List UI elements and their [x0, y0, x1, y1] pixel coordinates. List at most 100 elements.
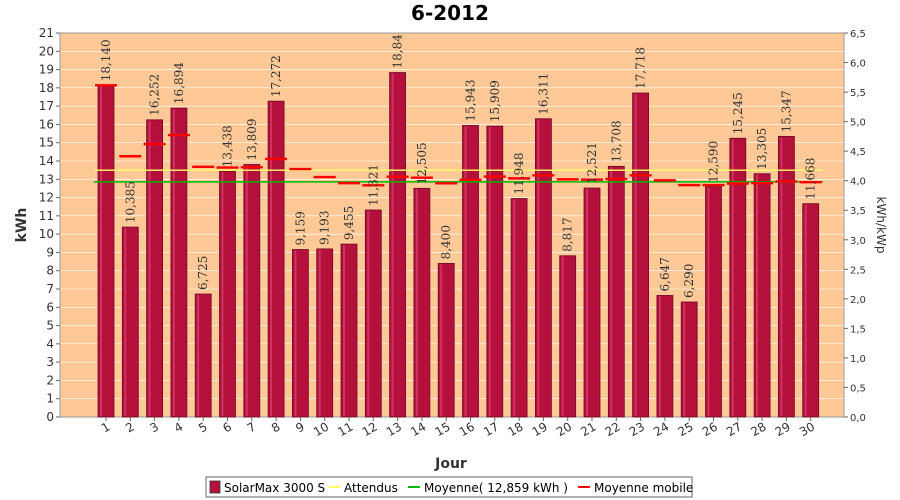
- x-tick-label: 8: [269, 419, 283, 435]
- y2-tick-label: 3,0: [850, 236, 866, 247]
- right-axis: 0,0 0,5 1,0 1,5 2,0 2,5 3,0 3,5 4,0 4,5 5,0 5,5 6,0 6…: [844, 29, 866, 424]
- x-tick-label: 13: [384, 419, 404, 439]
- legend-box: [205, 476, 693, 498]
- x-tick-label: 16: [457, 419, 477, 439]
- y-tick-label: 12: [39, 191, 54, 205]
- bar-highlight: [415, 189, 418, 416]
- x-tick-label: 27: [724, 419, 744, 439]
- bar-highlight: [391, 73, 394, 417]
- x-tick-label: 15: [432, 419, 452, 439]
- bar-highlight: [294, 250, 297, 416]
- y2-tick-label: 2,5: [850, 265, 866, 276]
- legend-label: Attendus: [344, 481, 398, 495]
- value-label: 6,725: [196, 256, 210, 290]
- y2-tick-label: 1,0: [850, 354, 866, 365]
- y-tick-label: 0: [46, 410, 54, 424]
- value-label: 16,252: [148, 74, 162, 116]
- bar-highlight: [172, 109, 175, 416]
- legend-swatch: [209, 480, 221, 494]
- value-label: 12,590: [707, 141, 721, 183]
- y2-tick-label: 4,0: [850, 177, 866, 188]
- value-label: 15,245: [731, 92, 745, 134]
- x-tick-label: 4: [172, 419, 186, 435]
- value-label: 13,708: [609, 120, 623, 162]
- bar-highlight: [343, 245, 345, 416]
- y2-tick-label: 0,0: [850, 413, 866, 424]
- bar-highlight: [634, 94, 637, 416]
- bar-highlight: [270, 102, 273, 417]
- bar-highlight: [221, 172, 224, 416]
- y-tick-label: 5: [46, 319, 54, 333]
- y2-tick-label: 5,5: [850, 88, 866, 99]
- value-label: 12,521: [585, 142, 599, 184]
- bar-highlight: [780, 137, 783, 416]
- value-label: 11,321: [366, 164, 380, 206]
- x-tick-label: 25: [675, 419, 695, 439]
- x-tick-label: 12: [360, 419, 380, 439]
- x-tick-label: 14: [408, 419, 428, 439]
- y2-tick-label: 6,0: [850, 59, 866, 70]
- value-label: 9,159: [293, 211, 307, 245]
- x-tick-label: 24: [651, 419, 671, 439]
- bar-highlight: [464, 126, 467, 416]
- bar-highlight: [100, 86, 102, 416]
- reference-lines: [93, 169, 823, 183]
- legend-label: Moyenne( 12,859 kWh ): [424, 481, 568, 495]
- value-label: 9,455: [342, 206, 356, 240]
- x-axis-label: Jour: [434, 456, 467, 472]
- bar-highlight: [683, 302, 686, 416]
- bar-highlight: [731, 139, 734, 416]
- y-tick-label: 18: [39, 81, 54, 95]
- bar-highlight: [707, 187, 710, 416]
- y-tick-label: 17: [39, 99, 54, 113]
- y-tick-label: 13: [39, 172, 54, 186]
- y-tick-label: 6: [46, 300, 54, 314]
- y-tick-label: 1: [46, 392, 54, 406]
- x-tick-label: 19: [530, 419, 550, 439]
- x-tick-label: 22: [603, 419, 623, 439]
- bar-highlight: [318, 249, 321, 416]
- x-axis: 1 2 3 4 5 6 7 8 9 10 11 12 13 14 15 16 17 18 19 20 21 22 23 24 2…: [99, 417, 817, 439]
- value-label: 6,290: [682, 264, 696, 298]
- y2-tick-label: 5,0: [850, 118, 866, 129]
- value-label: 15,909: [488, 80, 502, 122]
- y-tick-label: 15: [39, 136, 54, 150]
- x-tick-label: 20: [554, 419, 574, 439]
- y2-tick-label: 2,0: [850, 295, 866, 306]
- y2-tick-label: 0,5: [850, 383, 866, 394]
- y2-tick-label: 3,5: [850, 206, 866, 217]
- x-tick-label: 2: [123, 419, 137, 435]
- x-tick-label: 29: [773, 419, 793, 439]
- bar-highlight: [124, 228, 127, 416]
- x-tick-label: 9: [293, 419, 307, 435]
- value-label: 11,948: [512, 153, 526, 195]
- bar-highlight: [367, 210, 370, 416]
- y-tick-label: 2: [46, 373, 54, 387]
- value-label: 8,400: [439, 225, 453, 259]
- y2-axis-label: kWh/kWp: [874, 197, 888, 254]
- bar-highlight: [245, 165, 248, 416]
- x-tick-label: 7: [245, 419, 259, 435]
- y-tick-label: 21: [39, 26, 54, 40]
- x-tick-label: 18: [505, 419, 525, 439]
- bar-highlight: [197, 295, 200, 416]
- value-label: 16,311: [536, 73, 550, 115]
- bar-highlight: [610, 167, 613, 416]
- x-tick-label: 5: [196, 419, 210, 435]
- bar-highlight: [804, 204, 807, 416]
- bar-highlight: [440, 264, 443, 416]
- y-tick-label: 11: [39, 209, 54, 223]
- x-tick-label: 28: [748, 419, 768, 439]
- chart-title: 6-2012: [411, 1, 489, 25]
- value-label: 15,347: [779, 90, 793, 132]
- value-labels: 18,140 10,385 16,252 16,894 6,725 13,438 13,80…: [99, 34, 818, 298]
- x-tick-label: 21: [578, 419, 598, 439]
- x-tick-label: 6: [220, 419, 234, 435]
- value-label: 10,385: [123, 181, 137, 223]
- value-label: 17,272: [269, 55, 283, 97]
- value-label: 17,718: [634, 47, 648, 89]
- moving-average: [95, 84, 822, 187]
- bar-highlight: [488, 127, 491, 416]
